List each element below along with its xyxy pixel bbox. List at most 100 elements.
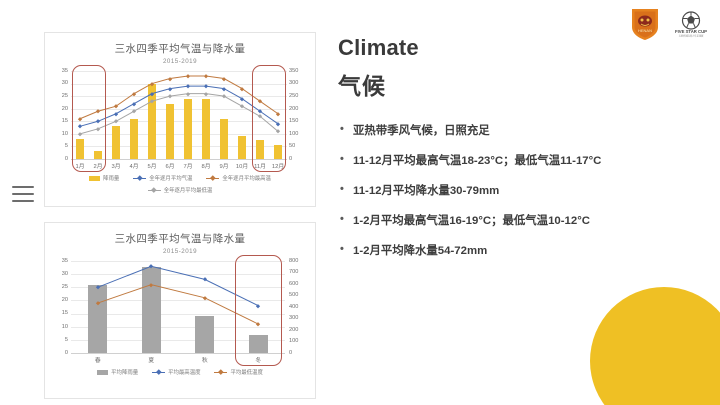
y-axis-tick-label: 20 [61,105,68,112]
legend-item: 全年逐月平均气温 [133,174,192,182]
bullet-item: 11-12月平均降水量30-79mm [338,182,698,200]
monthly-climate-chart-card: 三水四季平均气温与降水量 2015-2019 0 5 10 15 20 25 30 35 0 50… [44,32,316,207]
gridline [71,121,287,123]
legend-swatch-line [214,369,228,375]
winter-season-highlight [234,255,282,366]
x-axis-labels: 春夏秋冬 [71,355,285,364]
bar [76,138,84,159]
menu-line [12,186,34,189]
five-star-cup-logo: FIVE STAR CUP 五星杯国际青少年足球赛 [675,11,707,38]
svg-text:HENAN: HENAN [638,28,652,33]
chart-plot-area: 0 5 10 15 20 25 30 35 0 100 200 300 400 500 600 700 800 … [49,255,311,366]
y-axis-tick-label: 25 [61,92,68,99]
content-column: Climate 气候 亚热带季风气候，日照充足 11-12月平均最高气温18-23… [338,35,698,273]
line-series [98,285,259,324]
legend-swatch-line [152,369,166,375]
x-axis-category-label: 秋 [201,358,208,364]
hamburger-menu-icon[interactable] [12,186,34,202]
y2-axis-tick-label: 0 [289,349,293,356]
chart-subtitle: 2015-2019 [162,248,198,255]
y-axis-tick-label: 10 [61,130,68,137]
legend-label: 平均最低温度 [230,370,263,376]
bullet-list: 亚热带季风气候，日照充足 11-12月平均最高气温18-23°C；最低气温11-1… [338,122,698,260]
legend-item: 全年逐月平均最低温 [147,186,213,194]
x-axis-category-label: 冬 [255,358,262,364]
y-axis-tick-label: 15 [61,310,68,317]
x-axis-category-label: 7月 [183,164,193,170]
bar [148,83,156,159]
gridline [71,108,287,110]
gridline [71,146,287,148]
winter-end-highlight [252,65,286,172]
y-axis-tick-label: 5 [64,336,68,343]
gridline [71,71,287,72]
bar [112,126,120,159]
legend-label: 平均降雨量 [111,370,139,376]
legend-label: 平均最高温度 [168,370,201,376]
x-axis-category-label: 5月 [147,164,157,170]
legend-label: 全年逐月平均气温 [149,176,193,182]
bar [238,136,246,159]
gridline [71,133,287,135]
decorative-corner-circle [590,287,720,405]
y2-axis-tick-label: 400 [289,303,299,310]
y-axis-tick-label: 0 [64,349,68,356]
y2-axis-tick-label: 300 [289,315,299,322]
gridline [71,261,285,262]
gridline [71,274,285,276]
y-axis-tick-label: 10 [61,323,68,330]
line-series-overlay [71,71,287,159]
y-axis-tick-label: 30 [61,80,68,87]
svg-text:FIVE STAR CUP: FIVE STAR CUP [675,29,707,34]
bar [166,103,174,159]
svg-text:五星杯国际青少年足球赛: 五星杯国际青少年足球赛 [679,34,704,38]
bullet-item: 1-2月平均降水量54-72mm [338,242,698,260]
legend-swatch-line [133,175,147,181]
gridline [71,287,285,289]
legend-swatch-line [206,175,220,181]
y-axis-tick-label: 35 [61,257,68,264]
bar [274,145,282,159]
x-axis-category-label: 9月 [219,164,229,170]
legend-label: 全年逐月平均最低温 [163,188,213,194]
x-axis-category-label: 6月 [165,164,175,170]
y-axis-tick-label: 25 [61,284,68,291]
y-axis-tick-label: 20 [61,297,68,304]
bar [141,266,161,353]
page-title-en: Climate [338,35,419,60]
legend-swatch-line [147,187,161,193]
legend-item: 全年逐月平均最高温 [206,174,271,182]
x-axis-category-label: 春 [94,358,101,364]
y-axis-tick-label: 30 [61,270,68,277]
bar [195,316,215,353]
x-axis-line [71,353,285,354]
x-axis-category-label: 4月 [129,164,139,170]
team-crest-logo: HENAN [632,9,658,40]
bullet-item: 亚热带季风气候，日照充足 [338,122,698,140]
plot-canvas: 0 5 10 15 20 25 30 35 0 100 200 300 400 500 600 700 800 [62,255,298,366]
x-axis-category-label: 8月 [201,164,211,170]
logo-group: HENAN FIVE STAR CUP 五星杯国际青少年足球赛 [630,7,712,41]
legend-label: 全年逐月平均最高温 [222,176,271,182]
x-axis-category-label: 夏 [148,358,155,364]
y2-axis-tick-label: 250 [289,92,299,99]
bullet-item: 11-12月平均最高气温18-23°C；最低气温11-17°C [338,152,698,170]
bullet-item: 1-2月平均最高气温16-19°C；最低气温10-12°C [338,212,698,230]
y2-axis-tick-label: 100 [289,130,299,137]
legend-item: 平均最低温度 [214,368,263,376]
page-title-cn: 气候 [338,73,386,100]
y2-axis-tick-label: 300 [289,80,299,87]
y2-axis-tick-label: 600 [289,280,299,287]
gridline [71,96,287,98]
chart-legend: 降雨量 全年逐月平均气温 全年逐月平均最高温 全年逐月平均最低温 [45,174,315,194]
y2-axis-tick-label: 800 [289,257,299,264]
legend-item: 平均最高温度 [152,368,200,376]
chart-title: 三水四季平均气温与降水量 [114,43,246,55]
y2-axis-tick-label: 500 [289,292,299,299]
y2-axis-tick-label: 150 [289,118,299,125]
y2-axis-tick-label: 200 [289,105,299,112]
bar [94,151,102,159]
gridline [71,300,285,302]
y2-axis-tick-label: 350 [289,67,299,74]
